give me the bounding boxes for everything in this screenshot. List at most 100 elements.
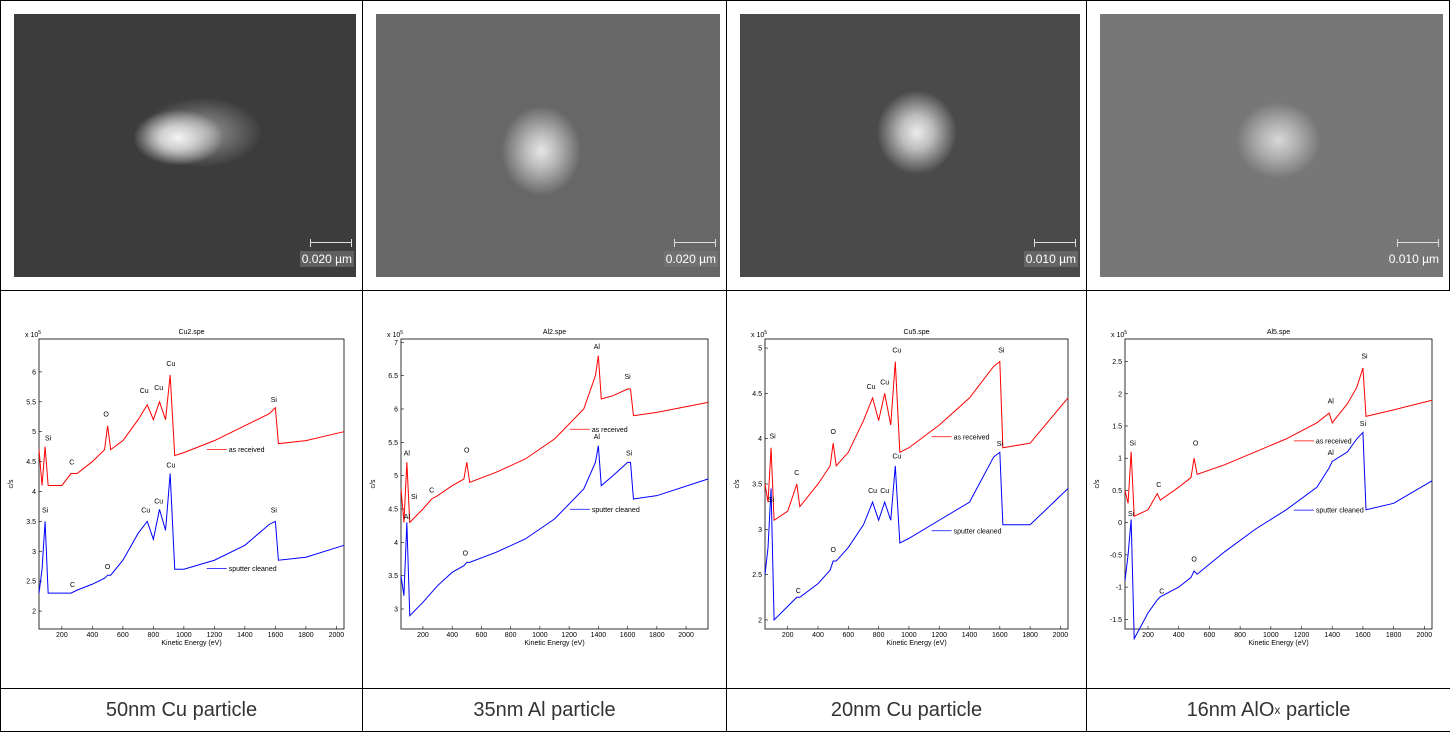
- y-multiplier: x 105: [387, 330, 403, 339]
- peak-label: Cu: [141, 507, 150, 514]
- x-tick-label: 600: [476, 632, 488, 639]
- x-tick-label: 1800: [649, 632, 665, 639]
- peak-label: C: [1159, 589, 1164, 596]
- plot-area: [38, 338, 345, 630]
- x-tick-label: 1400: [237, 632, 253, 639]
- x-tick-label: 1400: [1324, 632, 1340, 639]
- legend-label: sputter cleaned: [954, 528, 1002, 535]
- peak-label: Cu: [868, 488, 877, 495]
- scale-bar-label: 0.020 µm: [663, 251, 718, 267]
- peak-label: Si: [769, 434, 776, 441]
- series-line: [400, 355, 709, 524]
- peak-label: Cu: [892, 348, 901, 355]
- y-tick-label: -1: [1116, 585, 1122, 592]
- caption-text: particle: [1280, 698, 1351, 721]
- peak-label: C: [429, 487, 434, 494]
- x-tick-label: 400: [812, 632, 824, 639]
- series-line: [38, 473, 345, 594]
- peak-label: C: [796, 588, 801, 595]
- x-tick-label: 1200: [561, 632, 577, 639]
- peak-label: Al: [594, 434, 601, 441]
- y-tick-label: 2.5: [1112, 359, 1122, 366]
- peak-label: Al: [404, 514, 411, 521]
- y-tick-label: 7: [394, 340, 398, 347]
- legend-label: sputter cleaned: [1316, 508, 1364, 515]
- x-tick-label: 1600: [620, 632, 636, 639]
- peak-label: Si: [998, 348, 1005, 355]
- y-multiplier-exp: 5: [400, 330, 403, 336]
- sem-image: 0.010 µm: [1100, 14, 1443, 277]
- peak-label: Cu: [154, 385, 163, 392]
- x-tick-label: 1800: [1022, 632, 1038, 639]
- y-axis-label: c/s: [734, 479, 741, 488]
- caption-cell: 20nm Cu particle: [726, 688, 1087, 732]
- chart: Cu2.spe 200 400 600 800 1000 1200 1400 1600 1800 2…: [8, 329, 345, 647]
- peak-label: Al: [594, 344, 601, 351]
- chart-cell: Al2.spe 200 400 600 800 1000 1200 1400 1600 1800 2…: [362, 290, 727, 689]
- chart-cell: Cu2.spe 200 400 600 800 1000 1200 1400 1600 1800 2…: [0, 290, 363, 689]
- peak-label: Si: [1360, 421, 1367, 428]
- x-tick-label: 1200: [931, 632, 947, 639]
- scale-bar: [1397, 239, 1439, 247]
- chart-title: Cu2.spe: [178, 329, 204, 336]
- chart-title: Al5.spe: [1267, 329, 1290, 336]
- peak-label: O: [830, 429, 836, 436]
- caption-cell: 16nm AlO x particle: [1086, 688, 1450, 732]
- x-tick-label: 1400: [962, 632, 978, 639]
- caption: 20nm Cu particle: [727, 689, 1086, 731]
- x-tick-label: 1200: [207, 632, 223, 639]
- y-multiplier: x 105: [751, 330, 767, 339]
- x-tick-label: 1600: [268, 632, 284, 639]
- peak-label: Cu: [140, 388, 149, 395]
- peak-label: Si: [626, 451, 633, 458]
- x-tick-label: 400: [87, 632, 99, 639]
- y-tick-label: 1: [1118, 456, 1122, 463]
- y-tick-label: 1.5: [1112, 424, 1122, 431]
- y-multiplier-base: x 10: [25, 332, 38, 339]
- x-tick-label: 2000: [1417, 632, 1433, 639]
- x-tick-label: 2000: [1053, 632, 1069, 639]
- caption: 50nm Cu particle: [1, 689, 362, 731]
- legend-label: sputter cleaned: [592, 507, 640, 514]
- chart: Al2.spe 200 400 600 800 1000 1200 1400 1600 1800 2…: [370, 329, 709, 647]
- x-tick-label: 1000: [532, 632, 548, 639]
- series-line: [764, 451, 1069, 622]
- x-axis-label: Kinetic Energy (eV): [524, 640, 584, 647]
- peak-label: C: [69, 460, 74, 467]
- scale-bar: [674, 239, 716, 247]
- peak-label: Si: [997, 441, 1004, 448]
- peak-label: O: [463, 551, 469, 558]
- x-tick-label: 1000: [1263, 632, 1279, 639]
- y-tick-label: 2.5: [752, 572, 762, 579]
- x-tick-label: 800: [1234, 632, 1246, 639]
- caption: 35nm Al particle: [363, 689, 726, 731]
- x-tick-label: 2000: [329, 632, 345, 639]
- scale-bar-label: 0.020 µm: [299, 251, 354, 267]
- scale-bar-label: 0.010 µm: [1023, 251, 1078, 267]
- peak-label: Si: [271, 397, 278, 404]
- image-cell: 0.010 µm: [726, 0, 1087, 291]
- y-tick-label: 2: [1118, 391, 1122, 398]
- peak-label: Cu: [166, 361, 175, 368]
- y-tick-label: 4.5: [752, 391, 762, 398]
- x-tick-label: 2000: [678, 632, 694, 639]
- caption-cell: 50nm Cu particle: [0, 688, 363, 732]
- y-multiplier-base: x 10: [387, 332, 400, 339]
- y-multiplier-base: x 10: [751, 332, 764, 339]
- caption-text: 16nm AlO: [1186, 698, 1275, 721]
- peak-label: Si: [1361, 353, 1368, 360]
- x-tick-label: 800: [873, 632, 885, 639]
- y-tick-label: 5: [394, 473, 398, 480]
- y-tick-label: 3: [758, 527, 762, 534]
- peak-label: O: [1193, 440, 1199, 447]
- caption-cell: 35nm Al particle: [362, 688, 727, 732]
- y-tick-label: 0.5: [1112, 488, 1122, 495]
- y-tick-label: 2.5: [26, 579, 36, 586]
- peak-label: Si: [45, 436, 52, 443]
- chart-cell: Al5.spe 200 400 600 800 1000 1200 1400 1600 1800 2…: [1086, 290, 1450, 689]
- x-tick-label: 1000: [901, 632, 917, 639]
- sem-image: 0.010 µm: [740, 14, 1080, 277]
- image-cell: 0.020 µm: [0, 0, 363, 291]
- y-tick-label: 4: [32, 489, 36, 496]
